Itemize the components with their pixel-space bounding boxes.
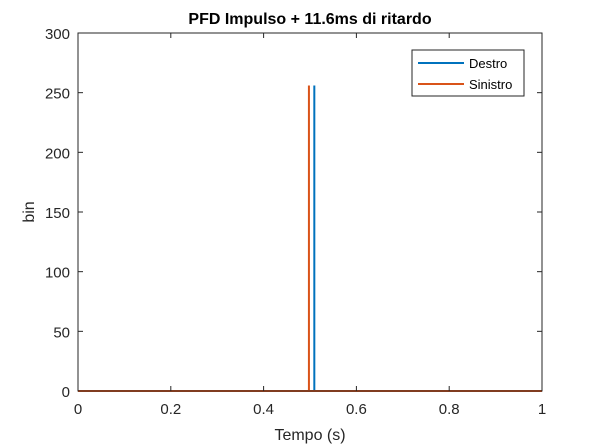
legend-box — [411, 49, 525, 97]
x-tick-label: 0.4 — [253, 401, 274, 418]
y-tick-label: 50 — [53, 324, 70, 341]
ticks-layer: 0 0.2 0.4 0.6 0.8 1 0 50 100 150 200 250 300 — [45, 26, 546, 418]
x-tick-label: 0.2 — [160, 401, 181, 418]
y-tick-label: 200 — [45, 145, 70, 162]
x-tick-label: 0.8 — [439, 401, 460, 418]
x-tick-label: 0 — [74, 401, 82, 418]
y-axis-label: bin — [21, 201, 38, 222]
y-tick-label: 300 — [45, 26, 70, 43]
x-axis-label: Tempo (s) — [274, 427, 345, 444]
legend-label-sinistro: Sinistro — [469, 77, 512, 92]
legend: Destro Sinistro — [411, 49, 525, 97]
y-tick-label: 100 — [45, 265, 70, 282]
x-tick-label: 0.6 — [346, 401, 367, 418]
y-tick-label: 0 — [62, 384, 70, 401]
x-tick-label: 1 — [538, 401, 546, 418]
legend-label-destro: Destro — [469, 56, 507, 71]
y-tick-label: 250 — [45, 86, 70, 103]
y-tick-label: 150 — [45, 205, 70, 222]
chart-title: PFD Impulso + 11.6ms di ritardo — [188, 11, 431, 28]
